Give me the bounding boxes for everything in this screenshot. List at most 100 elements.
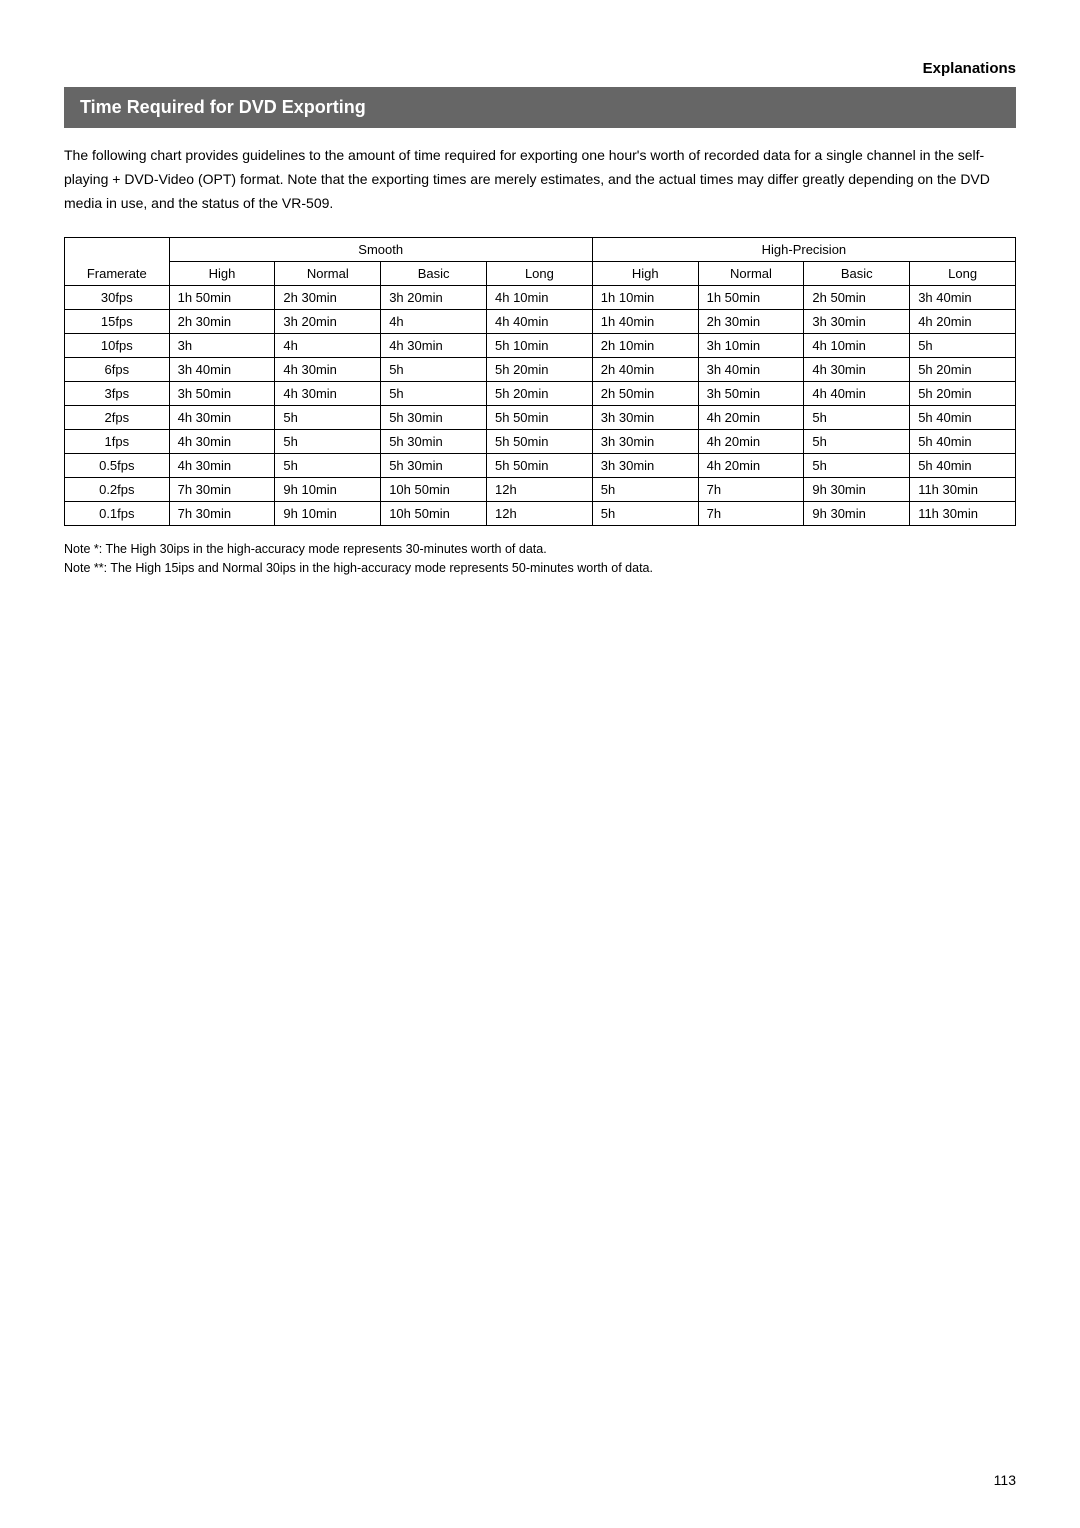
time-cell: 5h <box>592 502 698 526</box>
time-cell: 3h 40min <box>169 358 275 382</box>
time-cell: 2h 50min <box>804 286 910 310</box>
time-cell: 9h 10min <box>275 502 381 526</box>
time-cell: 5h 50min <box>487 454 593 478</box>
time-cell: 4h 30min <box>169 430 275 454</box>
page-title: Time Required for DVD Exporting <box>64 87 1016 128</box>
time-cell: 5h 50min <box>487 430 593 454</box>
note-2: Note **: The High 15ips and Normal 30ips… <box>64 559 1016 578</box>
table-subheader: Normal <box>698 262 804 286</box>
notes: Note *: The High 30ips in the high-accur… <box>64 540 1016 578</box>
time-cell: 12h <box>487 478 593 502</box>
table-subheader: Long <box>487 262 593 286</box>
table-subheader: High <box>592 262 698 286</box>
time-cell: 5h 30min <box>381 454 487 478</box>
time-cell: 4h 10min <box>804 334 910 358</box>
table-row: 0.2fps7h 30min9h 10min10h 50min12h5h7h9h… <box>65 478 1016 502</box>
time-cell: 4h 20min <box>698 454 804 478</box>
framerate-cell: 3fps <box>65 382 170 406</box>
table-row: 2fps4h 30min5h5h 30min5h 50min3h 30min4h… <box>65 406 1016 430</box>
table-row: 0.5fps4h 30min5h5h 30min5h 50min3h 30min… <box>65 454 1016 478</box>
time-cell: 9h 10min <box>275 478 381 502</box>
time-cell: 2h 40min <box>592 358 698 382</box>
export-time-table: Framerate Smooth High-Precision High Nor… <box>64 237 1016 526</box>
time-cell: 9h 30min <box>804 502 910 526</box>
time-cell: 4h 20min <box>910 310 1016 334</box>
time-cell: 12h <box>487 502 593 526</box>
framerate-cell: 15fps <box>65 310 170 334</box>
time-cell: 1h 40min <box>592 310 698 334</box>
table-row: 15fps2h 30min3h 20min4h4h 40min1h 40min2… <box>65 310 1016 334</box>
time-cell: 5h 20min <box>910 358 1016 382</box>
time-cell: 5h 20min <box>910 382 1016 406</box>
time-cell: 7h 30min <box>169 478 275 502</box>
time-cell: 3h 30min <box>592 430 698 454</box>
time-cell: 5h 50min <box>487 406 593 430</box>
table-subheader: Basic <box>804 262 910 286</box>
time-cell: 5h <box>381 358 487 382</box>
time-cell: 4h 30min <box>804 358 910 382</box>
framerate-cell: 0.5fps <box>65 454 170 478</box>
framerate-cell: 30fps <box>65 286 170 310</box>
time-cell: 5h <box>275 454 381 478</box>
time-cell: 3h 30min <box>804 310 910 334</box>
table-row: 10fps3h4h4h 30min5h 10min2h 10min3h 10mi… <box>65 334 1016 358</box>
time-cell: 5h <box>275 430 381 454</box>
time-cell: 4h 30min <box>169 454 275 478</box>
table-subheader: High <box>169 262 275 286</box>
time-cell: 5h <box>275 406 381 430</box>
table-row: 30fps 1h 50min 2h 30min3h 20min4h 10min1h … <box>65 286 1016 310</box>
time-cell: 5h 40min <box>910 406 1016 430</box>
time-cell: 10h 50min <box>381 502 487 526</box>
time-cell: 10h 50min <box>381 478 487 502</box>
time-cell: 4h 30min <box>381 334 487 358</box>
table-header-group-highprecision: High-Precision <box>592 238 1015 262</box>
time-cell: 5h 30min <box>381 406 487 430</box>
time-cell: 5h <box>381 382 487 406</box>
time-cell: 2h 50min <box>592 382 698 406</box>
framerate-cell: 0.2fps <box>65 478 170 502</box>
time-cell: 4h 40min <box>804 382 910 406</box>
table-row: 6fps3h 40min4h 30min5h5h 20min2h 40min3h… <box>65 358 1016 382</box>
framerate-cell: 0.1fps <box>65 502 170 526</box>
table-subheader: Long <box>910 262 1016 286</box>
time-cell: 2h 30min <box>275 286 381 310</box>
time-cell: 4h 20min <box>698 406 804 430</box>
time-cell: 2h 30min <box>698 310 804 334</box>
time-cell: 7h <box>698 478 804 502</box>
time-cell: 5h <box>804 430 910 454</box>
framerate-cell: 2fps <box>65 406 170 430</box>
time-cell: 5h 30min <box>381 430 487 454</box>
table-row: 0.1fps7h 30min9h 10min10h 50min12h5h7h9h… <box>65 502 1016 526</box>
time-cell: 4h 10min <box>487 286 593 310</box>
time-cell: 4h 40min <box>487 310 593 334</box>
time-cell: 5h <box>804 454 910 478</box>
time-cell: 3h 50min <box>698 382 804 406</box>
table-header-group-smooth: Smooth <box>169 238 592 262</box>
table-row: 1fps4h 30min5h5h 30min5h 50min3h 30min4h… <box>65 430 1016 454</box>
note-1: Note *: The High 30ips in the high-accur… <box>64 540 1016 559</box>
time-cell: 5h <box>592 478 698 502</box>
time-cell: 1h 10min <box>592 286 698 310</box>
time-cell: 9h 30min <box>804 478 910 502</box>
time-cell: 3h 20min <box>381 286 487 310</box>
time-cell: 7h <box>698 502 804 526</box>
time-cell: 4h 30min <box>169 406 275 430</box>
section-label: Explanations <box>64 60 1016 77</box>
time-cell: 7h 30min <box>169 502 275 526</box>
time-cell: 11h 30min <box>910 502 1016 526</box>
time-cell: 3h 40min <box>698 358 804 382</box>
time-cell: 4h 30min <box>275 358 381 382</box>
framerate-cell: 10fps <box>65 334 170 358</box>
time-cell: 3h 30min <box>592 454 698 478</box>
table-header-framerate: Framerate <box>65 238 170 286</box>
time-cell: 5h 40min <box>910 430 1016 454</box>
time-cell: 1h 50min <box>698 286 804 310</box>
framerate-cell: 1fps <box>65 430 170 454</box>
time-cell: 11h 30min <box>910 478 1016 502</box>
time-cell: 5h 20min <box>487 382 593 406</box>
table-subheader: Normal <box>275 262 381 286</box>
time-cell: 4h 30min <box>275 382 381 406</box>
time-cell: 5h <box>910 334 1016 358</box>
time-cell: 4h <box>275 334 381 358</box>
time-cell: 4h 20min <box>698 430 804 454</box>
